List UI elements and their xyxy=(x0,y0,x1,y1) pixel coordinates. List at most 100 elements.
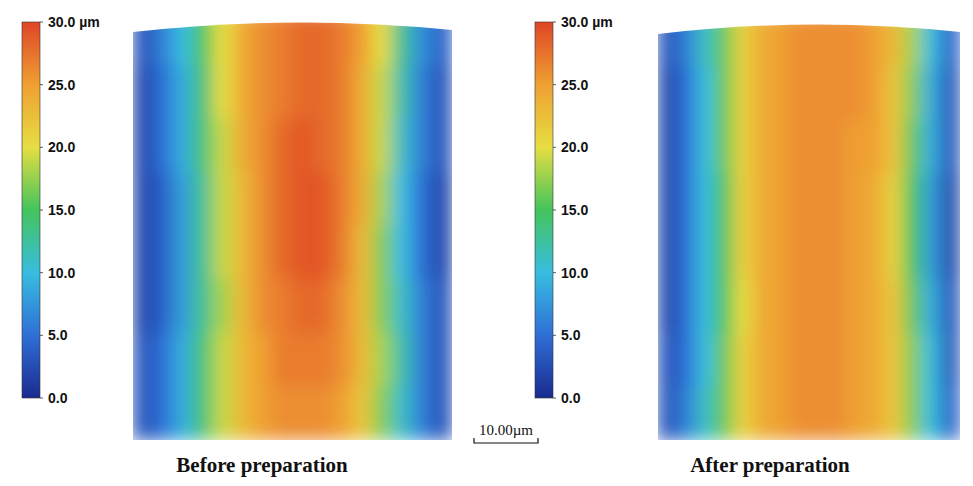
cell xyxy=(695,173,715,227)
cell xyxy=(809,280,829,334)
cell xyxy=(133,333,154,388)
plot-area xyxy=(133,12,453,441)
colorbar-tick xyxy=(553,398,556,399)
cell xyxy=(771,227,791,281)
cell xyxy=(432,333,453,388)
cell xyxy=(941,120,961,174)
cell xyxy=(372,172,393,227)
cell xyxy=(133,172,154,227)
cell xyxy=(232,12,253,67)
cell xyxy=(865,67,885,121)
cell xyxy=(714,386,734,440)
cell xyxy=(752,280,772,334)
cell xyxy=(865,173,885,227)
cell xyxy=(133,226,154,281)
cell xyxy=(658,173,678,227)
cell xyxy=(809,333,829,387)
colorbar-tick-label: 20.0 xyxy=(561,139,588,155)
cell xyxy=(884,386,904,440)
cell xyxy=(312,119,333,174)
cell xyxy=(809,173,829,227)
cell xyxy=(846,173,866,227)
cell xyxy=(352,226,373,281)
cell xyxy=(412,279,433,334)
cell xyxy=(312,226,333,281)
cell xyxy=(827,386,847,440)
cell xyxy=(192,333,213,388)
scale-bar-line xyxy=(474,438,538,443)
cell xyxy=(658,120,678,174)
cell xyxy=(658,333,678,387)
cell xyxy=(658,14,678,68)
cell xyxy=(790,120,810,174)
cell xyxy=(232,172,253,227)
cell xyxy=(312,172,333,227)
colorbar-tick-label: 5.0 xyxy=(48,327,68,343)
colorbar-tick-label: 0.0 xyxy=(48,390,68,406)
cell xyxy=(941,67,961,121)
cell xyxy=(172,119,193,174)
cell xyxy=(252,65,273,120)
colorbar-tick xyxy=(40,84,43,85)
cell xyxy=(695,280,715,334)
cell xyxy=(232,119,253,174)
cell xyxy=(714,280,734,334)
cell xyxy=(676,227,696,281)
cell xyxy=(192,279,213,334)
cell xyxy=(695,227,715,281)
cell xyxy=(372,333,393,388)
cell xyxy=(332,226,353,281)
colorbar-tick xyxy=(40,398,43,399)
cell xyxy=(922,67,942,121)
cell xyxy=(312,333,333,388)
cell xyxy=(272,279,293,334)
cell xyxy=(133,119,154,174)
cell xyxy=(212,279,233,334)
cell xyxy=(172,65,193,120)
cell xyxy=(332,386,353,441)
cell xyxy=(392,279,413,334)
cell xyxy=(790,280,810,334)
colorbar-tick-label: 10.0 xyxy=(561,265,588,281)
colorbar-tick xyxy=(553,147,556,148)
cell xyxy=(790,386,810,440)
cell xyxy=(212,386,233,441)
cell xyxy=(412,226,433,281)
cell xyxy=(714,14,734,68)
cell xyxy=(292,333,313,388)
cell xyxy=(152,386,173,441)
cell xyxy=(941,280,961,334)
cell xyxy=(212,65,233,120)
cell xyxy=(272,12,293,67)
cell xyxy=(352,333,373,388)
colorbar-tick-label: 0.0 xyxy=(561,390,581,406)
cell xyxy=(172,386,193,441)
cell xyxy=(695,386,715,440)
cell xyxy=(352,65,373,120)
cell xyxy=(133,279,154,334)
cell xyxy=(922,227,942,281)
cell xyxy=(884,14,904,68)
cell xyxy=(332,12,353,67)
cell xyxy=(658,386,678,440)
cell xyxy=(332,279,353,334)
cell xyxy=(272,172,293,227)
cell xyxy=(790,67,810,121)
cell xyxy=(432,12,453,67)
cell xyxy=(733,14,753,68)
panel-title: Before preparation xyxy=(176,453,348,477)
cell xyxy=(332,333,353,388)
cell xyxy=(412,333,433,388)
cell xyxy=(372,119,393,174)
colorbar-tick xyxy=(40,210,43,211)
cell xyxy=(771,173,791,227)
cell xyxy=(865,14,885,68)
colorbar-tick xyxy=(40,272,43,273)
cell xyxy=(212,12,233,67)
cell xyxy=(192,226,213,281)
cell xyxy=(714,227,734,281)
cell xyxy=(192,119,213,174)
cell xyxy=(809,227,829,281)
cell xyxy=(752,386,772,440)
cell xyxy=(172,279,193,334)
